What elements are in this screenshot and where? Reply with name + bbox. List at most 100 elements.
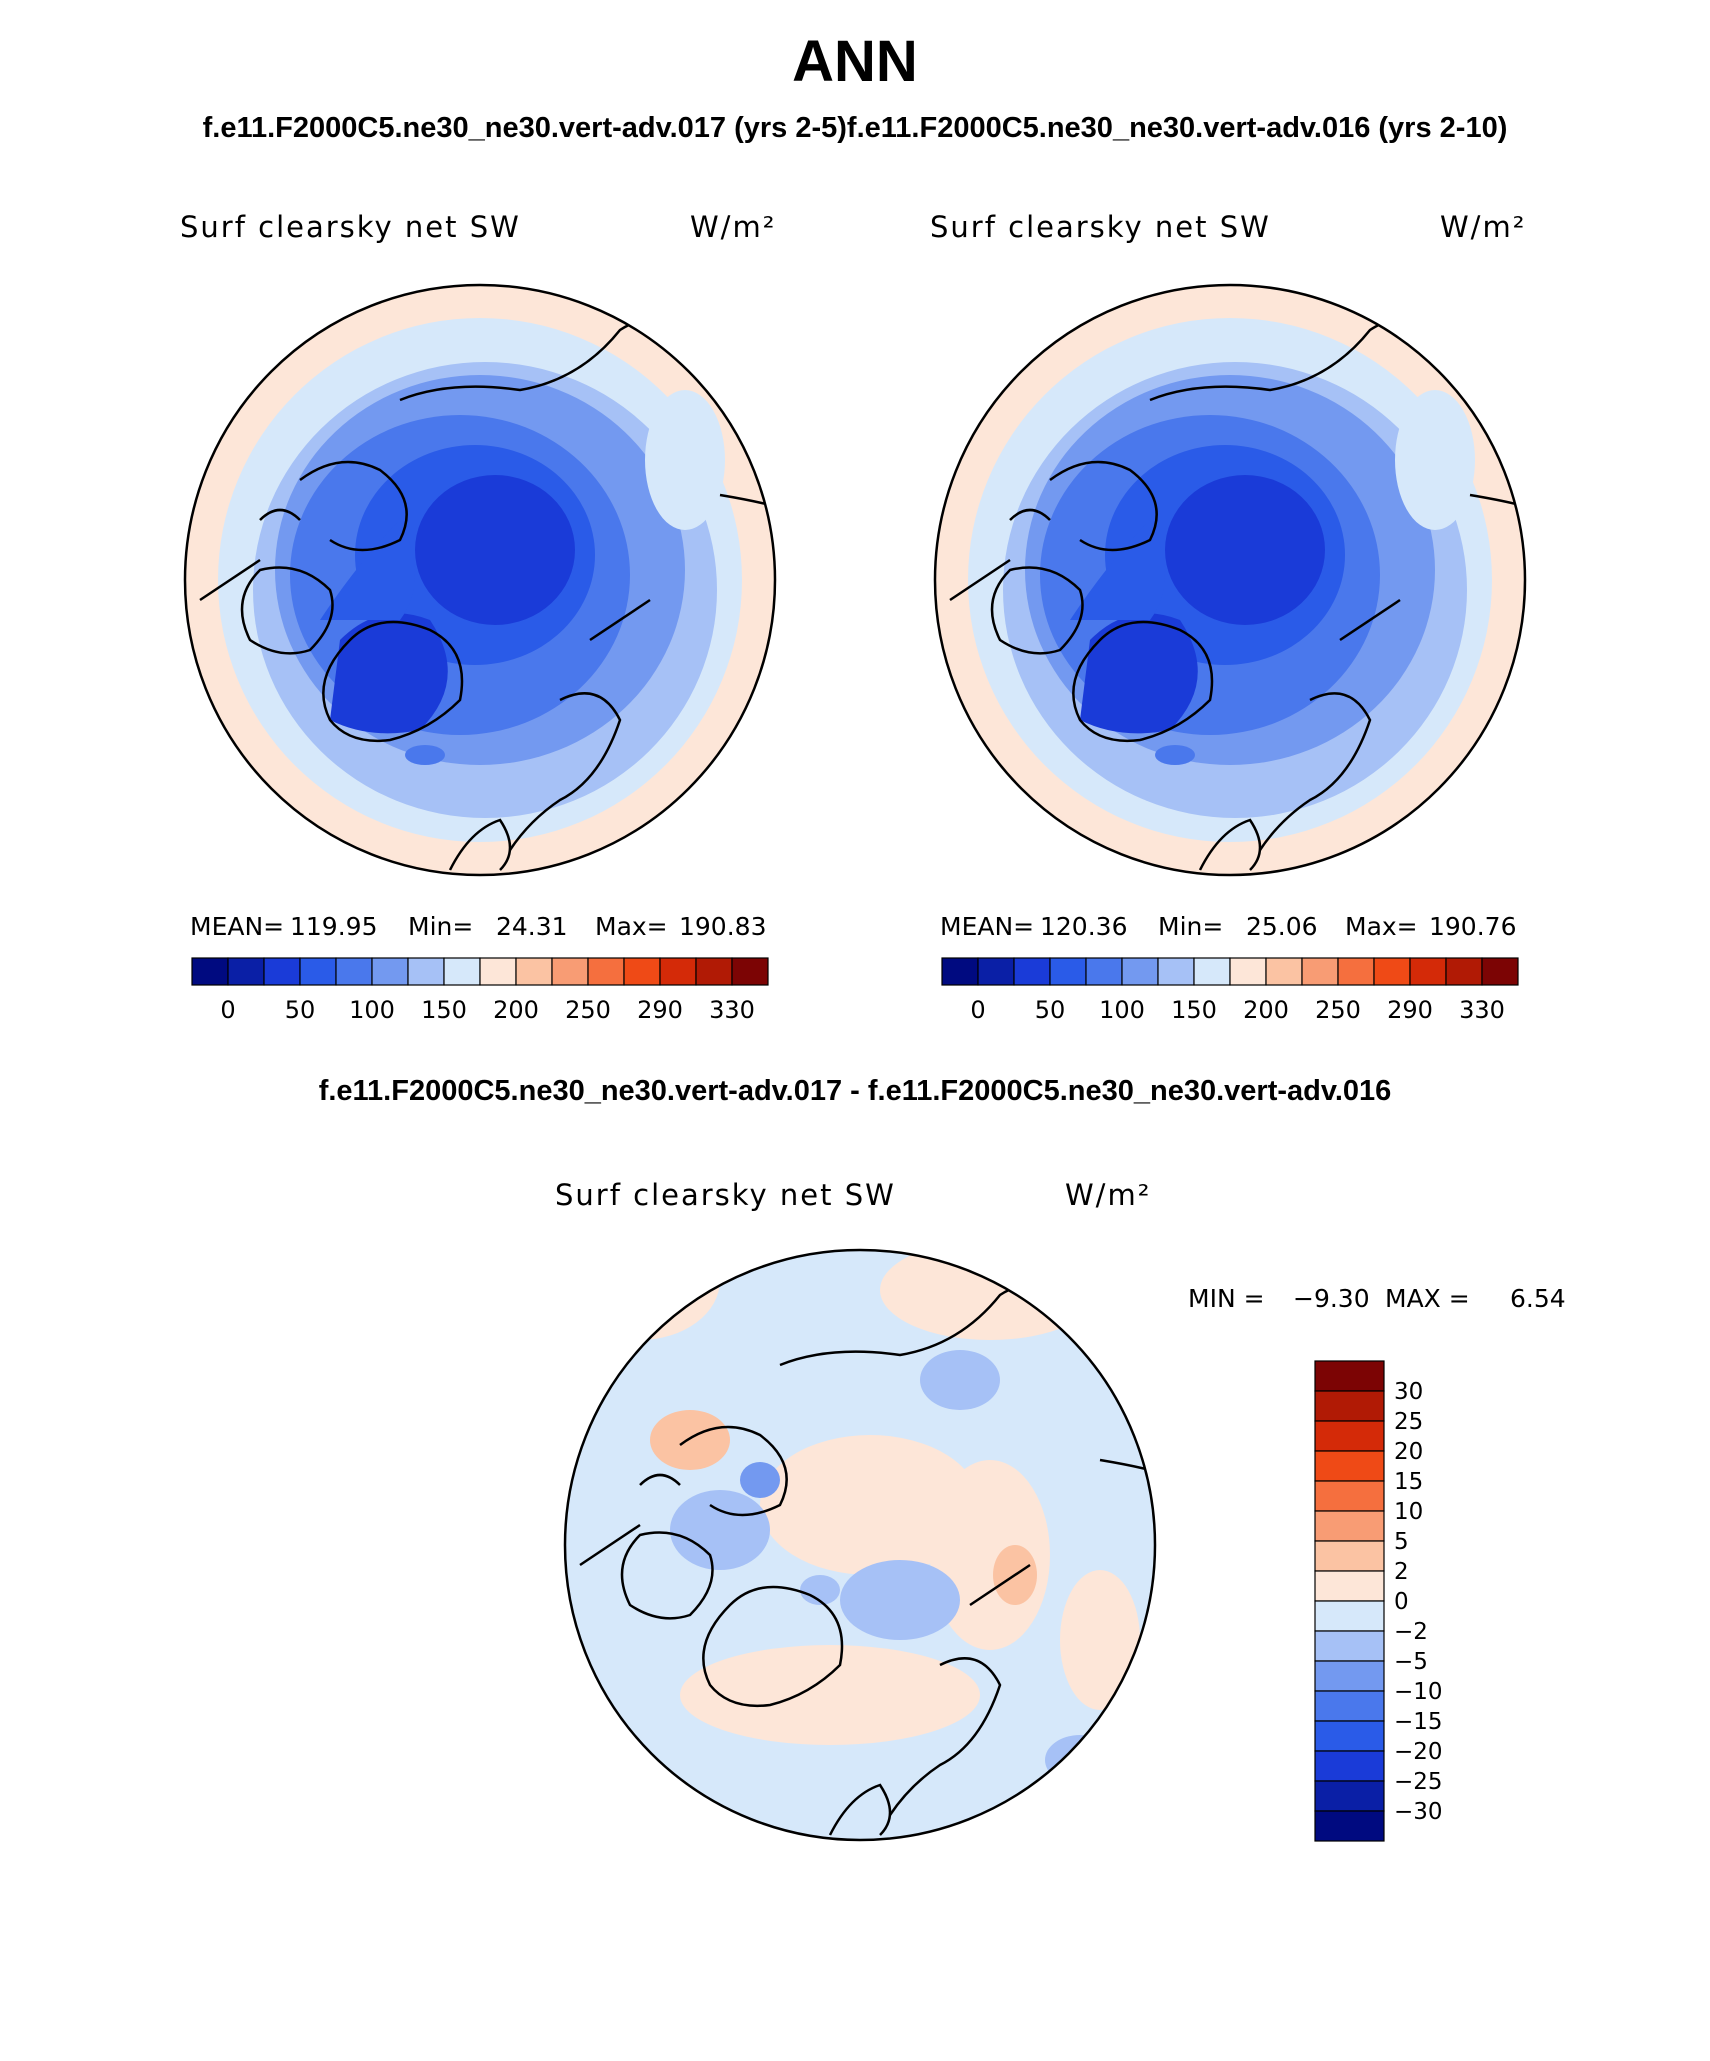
- mean-label: MEAN=: [190, 912, 284, 941]
- colorbar-box: [1314, 1780, 1385, 1812]
- panel-units-label: W/m²: [1065, 1178, 1151, 1212]
- polar-map-case-017: [185, 285, 775, 875]
- map-boundary: [933, 283, 1527, 877]
- colorbar-box: [1481, 957, 1519, 986]
- panel-units-label: W/m²: [1440, 210, 1526, 244]
- colorbar-tick-label: 100: [1099, 996, 1145, 1024]
- colorbar-tick-label: −2: [1394, 1619, 1428, 1645]
- colorbar-box: [1314, 1630, 1385, 1662]
- colorbar-box: [695, 957, 733, 986]
- colorbar-box: [407, 957, 445, 986]
- panel-variable-label: Surf clearsky net SW: [930, 210, 1271, 244]
- colorbar-box: [1121, 957, 1159, 986]
- panel-case-016: Surf clearsky net SW W/m²: [930, 210, 1527, 1024]
- colorbar-box: [443, 957, 481, 986]
- colorbar-tick-label: 2: [1394, 1559, 1409, 1585]
- min-value: 24.31: [496, 912, 568, 941]
- colorbar-box: [191, 957, 229, 986]
- colorbar-box: [1314, 1420, 1385, 1452]
- colorbar-box: [731, 957, 769, 986]
- diff-max-label: MAX =: [1385, 1284, 1470, 1313]
- colorbar-box: [941, 957, 979, 986]
- colorbar-tick-label: 250: [1315, 996, 1361, 1024]
- max-value: 190.76: [1429, 912, 1516, 941]
- case-names: f.e11.F2000C5.ne30_ne30.vert-adv.017 (yr…: [202, 112, 1508, 144]
- colorbar-tick-label: 50: [1035, 996, 1066, 1024]
- colorbar-tick-label: −25: [1394, 1769, 1443, 1795]
- colorbar-tick-label: 290: [1387, 996, 1433, 1024]
- colorbar-box: [1314, 1360, 1385, 1392]
- colorbar-box: [335, 957, 373, 986]
- colorbar-box: [263, 957, 301, 986]
- colorbar-tick-label: 330: [709, 996, 755, 1024]
- colorbar-tick-label: 150: [1171, 996, 1217, 1024]
- colorbar-box: [1314, 1810, 1385, 1842]
- diff-min-value: −9.30: [1293, 1284, 1370, 1313]
- panel-difference: Surf clearsky net SW W/m²: [555, 1178, 1566, 1842]
- polar-map-difference: [565, 1250, 1155, 1840]
- colorbar-box: [1314, 1660, 1385, 1692]
- colorbar-tick-label: 15: [1394, 1469, 1423, 1495]
- colorbar-tick-label: 50: [285, 996, 316, 1024]
- colorbar-tick-label: −20: [1394, 1739, 1443, 1765]
- colorbar-tick-label: 0: [1394, 1589, 1409, 1615]
- panel-case-017: Surf clearsky net SW W/m²: [180, 210, 777, 1024]
- colorbar-box: [1314, 1750, 1385, 1782]
- colorbar-box: [1229, 957, 1267, 986]
- colorbar-tick-label: 0: [970, 996, 985, 1024]
- colorbar-tick-label: 100: [349, 996, 395, 1024]
- colorbar-box: [479, 957, 517, 986]
- colorbar-box: [551, 957, 589, 986]
- colorbar-box: [1314, 1690, 1385, 1722]
- colorbar-box: [227, 957, 265, 986]
- colorbar-tick-label: 250: [565, 996, 611, 1024]
- colorbar-box: [1314, 1720, 1385, 1752]
- max-value: 190.83: [679, 912, 766, 941]
- colorbar-tick-label: 330: [1459, 996, 1505, 1024]
- figure-title: ANN: [792, 29, 918, 94]
- colorbar-box: [1314, 1570, 1385, 1602]
- colorbar-tick-label: 200: [493, 996, 539, 1024]
- colorbar-tick-label: −5: [1394, 1649, 1428, 1675]
- colorbar-box: [1085, 957, 1123, 986]
- colorbar-box: [371, 957, 409, 986]
- colorbar-tick-label: 5: [1394, 1529, 1409, 1555]
- colorbar-tick-label: 25: [1394, 1409, 1423, 1435]
- panel-variable-label: Surf clearsky net SW: [555, 1178, 896, 1212]
- colorbar-box: [1314, 1510, 1385, 1542]
- mean-label: MEAN=: [940, 912, 1034, 941]
- polar-map-case-016: [935, 285, 1525, 875]
- colorbar-box: [659, 957, 697, 986]
- colorbar-tick-label: 200: [1243, 996, 1289, 1024]
- colorbar-tick-label: −15: [1394, 1709, 1443, 1735]
- colorbar-box: [623, 957, 661, 986]
- colorbar-box: [1314, 1540, 1385, 1572]
- colorbar-box: [299, 957, 337, 986]
- colorbar-box: [1314, 1600, 1385, 1632]
- colorbar-tick-label: 290: [637, 996, 683, 1024]
- colorbar-box: [1373, 957, 1411, 986]
- max-label: Max=: [1345, 912, 1418, 941]
- colorbar-box: [1445, 957, 1483, 986]
- colorbar-tick-label: 20: [1394, 1439, 1423, 1465]
- colorbar-tick-label: 150: [421, 996, 467, 1024]
- colorbar-box: [1409, 957, 1447, 986]
- colorbar-box: [1193, 957, 1231, 986]
- colorbar-tick-label: −30: [1394, 1799, 1443, 1825]
- min-label: Min=: [1158, 912, 1223, 941]
- colorbar-box: [1013, 957, 1051, 986]
- colorbar-box: [1049, 957, 1087, 986]
- diff-min-label: MIN =: [1188, 1284, 1265, 1313]
- colorbar-tick-label: 30: [1394, 1379, 1423, 1405]
- colorbar-box: [1314, 1390, 1385, 1422]
- max-label: Max=: [595, 912, 668, 941]
- colorbar-box: [1157, 957, 1195, 986]
- min-value: 25.06: [1246, 912, 1318, 941]
- colorbar-box: [1265, 957, 1303, 986]
- colorbar-box: [515, 957, 553, 986]
- colorbar-box: [1337, 957, 1375, 986]
- panel-variable-label: Surf clearsky net SW: [180, 210, 521, 244]
- map-boundary: [183, 283, 777, 877]
